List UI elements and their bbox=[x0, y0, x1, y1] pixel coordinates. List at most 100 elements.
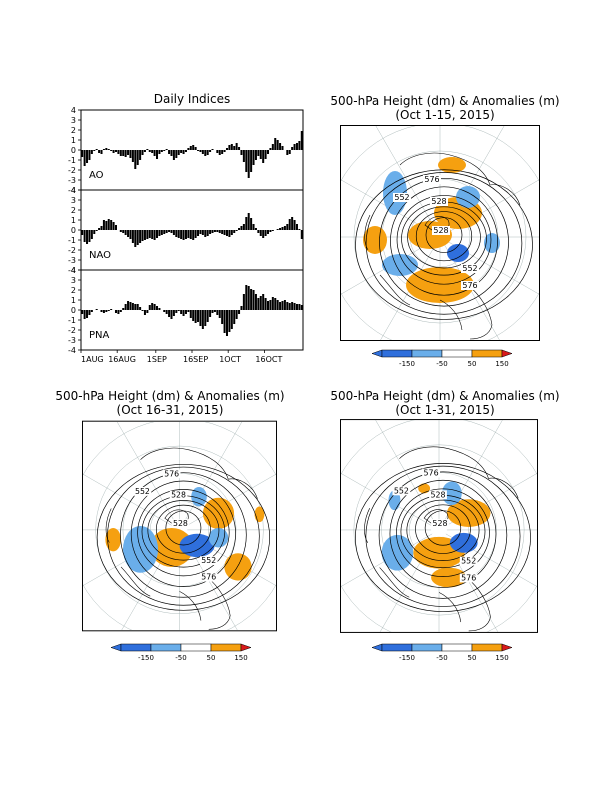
bar-nao bbox=[230, 230, 233, 235]
colorbar-label: 50 bbox=[468, 654, 477, 662]
contour-label: 552 bbox=[135, 487, 150, 496]
bar-pna bbox=[216, 310, 219, 315]
bar-pna bbox=[228, 310, 231, 332]
bar-pna bbox=[153, 304, 156, 310]
bar-nao bbox=[228, 230, 231, 237]
height-contour bbox=[120, 472, 247, 598]
bar-pna bbox=[274, 298, 277, 310]
bar-nao bbox=[129, 230, 132, 239]
bar-ao bbox=[98, 150, 101, 153]
bar-ao bbox=[204, 150, 207, 156]
map1-subtitle: (Oct 1-15, 2015) bbox=[395, 108, 495, 122]
bar-ao bbox=[177, 150, 180, 155]
bar-pna bbox=[189, 310, 192, 318]
bar-ao bbox=[124, 150, 127, 157]
bar-nao bbox=[293, 220, 296, 230]
bar-nao bbox=[163, 230, 166, 234]
bar-ao bbox=[252, 150, 255, 165]
bar-nao bbox=[139, 230, 142, 243]
bar-nao bbox=[107, 219, 110, 230]
x-tick-label: 16AUG bbox=[108, 355, 136, 364]
y-tick-label: 1 bbox=[71, 296, 76, 305]
coastline bbox=[105, 508, 151, 597]
bar-nao bbox=[100, 226, 103, 230]
bar-nao bbox=[180, 230, 183, 239]
bar-nao bbox=[279, 228, 282, 230]
bar-pna bbox=[254, 294, 257, 310]
bar-pna bbox=[209, 310, 212, 317]
bar-ao bbox=[153, 150, 156, 156]
y-tick-label: -3 bbox=[68, 336, 76, 345]
height-contour bbox=[390, 186, 498, 296]
bar-ao bbox=[93, 150, 96, 151]
y-tick-label: -1 bbox=[68, 316, 76, 325]
bar-nao bbox=[233, 230, 236, 233]
bar-nao bbox=[102, 220, 105, 230]
y-tick-label: 2 bbox=[71, 126, 76, 135]
colorbar-label: -150 bbox=[138, 654, 154, 662]
bar-ao bbox=[172, 150, 175, 160]
bar-nao bbox=[269, 230, 272, 232]
coastline bbox=[399, 152, 521, 206]
bar-ao bbox=[122, 150, 125, 156]
bar-nao bbox=[86, 230, 89, 244]
colorbar-arrow-left bbox=[371, 643, 383, 652]
bar-ao bbox=[129, 150, 132, 158]
bar-nao bbox=[295, 224, 298, 230]
bar-pna bbox=[204, 310, 207, 326]
bar-nao bbox=[127, 230, 130, 237]
contour-label: 552 bbox=[201, 556, 216, 565]
y-tick-label: 0 bbox=[71, 306, 76, 315]
anomaly-region bbox=[363, 226, 387, 254]
bar-pna bbox=[114, 310, 117, 313]
anomaly-region bbox=[438, 157, 466, 173]
bar-nao bbox=[213, 230, 216, 232]
bar-ao bbox=[264, 150, 267, 159]
bar-pna bbox=[218, 310, 221, 318]
bar-pna bbox=[199, 310, 202, 326]
bar-nao bbox=[283, 226, 286, 230]
bar-pna bbox=[81, 310, 84, 314]
bar-nao bbox=[153, 230, 156, 240]
contour-label: 576 bbox=[164, 469, 179, 478]
contour-label: 528 bbox=[430, 490, 445, 499]
bar-pna bbox=[271, 297, 274, 310]
bar-nao bbox=[204, 230, 207, 237]
colorbar-segment bbox=[411, 349, 443, 358]
bar-ao bbox=[279, 143, 282, 150]
bar-pna bbox=[192, 310, 195, 321]
bar-ao bbox=[112, 150, 115, 153]
bar-pna bbox=[247, 286, 250, 310]
bar-ao bbox=[184, 150, 187, 152]
bar-ao bbox=[131, 150, 134, 162]
bar-ao bbox=[114, 150, 117, 152]
bar-pna bbox=[221, 310, 224, 324]
bar-ao bbox=[286, 150, 289, 155]
colorbar-arrow-right bbox=[501, 349, 513, 358]
bar-nao bbox=[141, 230, 144, 241]
bar-pna bbox=[233, 310, 236, 324]
bar-nao bbox=[88, 230, 91, 242]
colorbar-label: 50 bbox=[207, 654, 216, 662]
bar-pna bbox=[264, 298, 267, 310]
bar-ao bbox=[300, 131, 303, 150]
anomaly-region bbox=[179, 533, 215, 558]
bar-nao bbox=[262, 230, 265, 238]
bar-ao bbox=[117, 150, 120, 154]
height-contour bbox=[396, 195, 492, 285]
bar-pna bbox=[117, 310, 120, 314]
bar-nao bbox=[114, 225, 117, 230]
bar-ao bbox=[240, 150, 243, 155]
contour-label: 528 bbox=[432, 519, 447, 528]
bar-pna bbox=[288, 303, 291, 310]
bar-pna bbox=[170, 310, 173, 319]
contour-label: 528 bbox=[173, 519, 188, 528]
bar-ao bbox=[250, 150, 253, 172]
contour-label: 576 bbox=[201, 573, 216, 582]
y-tick-label: 3 bbox=[71, 196, 76, 205]
anomaly-region bbox=[449, 532, 478, 553]
bar-nao bbox=[291, 217, 294, 230]
colorbar-label: -50 bbox=[436, 360, 447, 368]
bar-ao bbox=[293, 144, 296, 150]
height-contour bbox=[107, 466, 260, 606]
